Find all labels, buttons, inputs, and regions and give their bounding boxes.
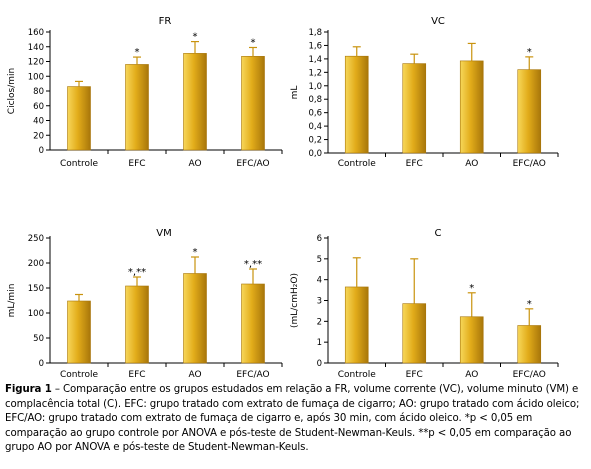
significance-label: *	[193, 247, 198, 258]
bar-efc	[125, 285, 149, 364]
y-tick-label: 0,8	[308, 95, 322, 105]
y-tick-label: 0,6	[308, 109, 322, 119]
y-tick-label: 0	[317, 359, 322, 369]
chart-title: FR	[159, 16, 172, 27]
y-tick-label: 0	[39, 359, 44, 369]
x-tick-label: AO	[465, 159, 478, 169]
y-tick-label: 3	[317, 297, 322, 307]
bar-controle	[344, 286, 369, 364]
significance-label: *,**	[244, 259, 262, 270]
bar-controle	[67, 86, 91, 151]
y-tick-label: 80	[33, 87, 44, 97]
chart-panel-vc: VC mL 0,0 0,2 0,4 0,6 0,8 1,0 1,2 1,4 1,6 1,8 Contro…	[290, 16, 559, 169]
figure-caption: Figura 1 – Comparação entre os grupos es…	[5, 383, 583, 456]
caption-label: Figura 1	[5, 384, 52, 395]
y-tick-label: 6	[317, 234, 322, 244]
y-axis-label: mL/min	[7, 284, 17, 318]
significance-label: *	[527, 47, 532, 58]
chart-panel-vm: VM mL/min 0 50 100 150 200 250 Controle *,** EFC * A…	[7, 228, 283, 380]
y-tick-label: 100	[28, 309, 44, 319]
y-tick-label: 20	[33, 131, 44, 141]
y-tick-label: 4	[317, 276, 322, 286]
y-tick-label: 0,4	[308, 122, 322, 132]
x-tick-label: AO	[188, 159, 201, 169]
x-tick-label: EFC	[128, 159, 145, 169]
significance-label: *,**	[128, 267, 146, 278]
y-tick-label: 1,8	[308, 28, 322, 38]
x-tick-label: EFC/AO	[513, 370, 546, 380]
bar-efc	[402, 303, 427, 364]
bar-controle	[67, 300, 91, 364]
y-tick-label: 0,0	[308, 149, 322, 159]
y-tick-label: 40	[33, 117, 44, 127]
y-axis-label: Ciclos/min	[7, 68, 17, 114]
significance-label: *	[135, 47, 140, 58]
bar-efc-ao	[241, 56, 265, 151]
x-tick-label: Controle	[60, 370, 99, 380]
x-tick-label: Controle	[60, 159, 99, 169]
chart-panel-fr: FR Ciclos/min 0 20 40 60 80 100 120 140 160 Control…	[7, 16, 283, 169]
x-tick-label: Controle	[338, 370, 377, 380]
y-tick-label: 1,4	[308, 55, 322, 65]
y-tick-label: 2	[317, 317, 322, 327]
chart-panel-c: C (mL/cmH₂O) 0 1 2 3 4 5 6 Controle EFC * AO * EFC/AO	[290, 228, 559, 380]
x-tick-label: AO	[188, 370, 201, 380]
y-tick-label: 100	[28, 72, 44, 82]
y-tick-label: 60	[33, 102, 44, 112]
x-tick-label: EFC/AO	[236, 159, 269, 169]
y-tick-label: 50	[33, 334, 44, 344]
bar-efc-ao	[241, 283, 265, 364]
x-tick-label: Controle	[338, 159, 377, 169]
significance-label: *	[251, 37, 256, 48]
chart-title: C	[435, 228, 442, 239]
x-tick-label: EFC/AO	[236, 370, 269, 380]
chart-title: VC	[431, 16, 445, 27]
significance-label: *	[469, 283, 474, 294]
y-tick-label: 1,6	[308, 41, 322, 51]
significance-label: *	[193, 32, 198, 43]
x-tick-label: AO	[465, 370, 478, 380]
y-tick-label: 1,0	[308, 82, 322, 92]
y-axis-label: (mL/cmH₂O)	[290, 273, 300, 328]
bar-ao	[459, 60, 484, 154]
bar-efc-ao	[517, 69, 542, 154]
y-tick-label: 1	[317, 338, 322, 348]
y-tick-label: 5	[317, 255, 322, 265]
chart-title: VM	[156, 228, 171, 239]
caption-text: – Comparação entre os grupos estudados e…	[5, 384, 580, 454]
y-tick-label: 0,2	[308, 136, 322, 146]
x-tick-label: EFC	[128, 370, 145, 380]
y-tick-label: 160	[28, 28, 44, 38]
bar-ao	[183, 53, 207, 151]
y-tick-label: 250	[28, 234, 44, 244]
figure-panels: FRCiclos/min020406080100120140160Control…	[7, 16, 559, 380]
y-tick-label: 150	[28, 284, 44, 294]
bar-controle	[344, 55, 369, 154]
significance-label: *	[527, 299, 532, 310]
y-tick-label: 200	[28, 259, 44, 269]
x-tick-label: EFC	[406, 370, 423, 380]
y-tick-label: 1,2	[308, 68, 322, 78]
bar-ao	[459, 316, 484, 364]
y-tick-label: 140	[28, 43, 44, 53]
bar-efc-ao	[517, 325, 542, 364]
y-tick-label: 120	[28, 58, 44, 68]
y-tick-label: 0	[39, 146, 44, 156]
x-tick-label: EFC/AO	[513, 159, 546, 169]
bar-ao	[183, 273, 207, 364]
bar-efc	[125, 64, 149, 151]
bar-efc	[402, 63, 427, 154]
y-axis-label: mL	[290, 86, 300, 100]
x-tick-label: EFC	[406, 159, 423, 169]
